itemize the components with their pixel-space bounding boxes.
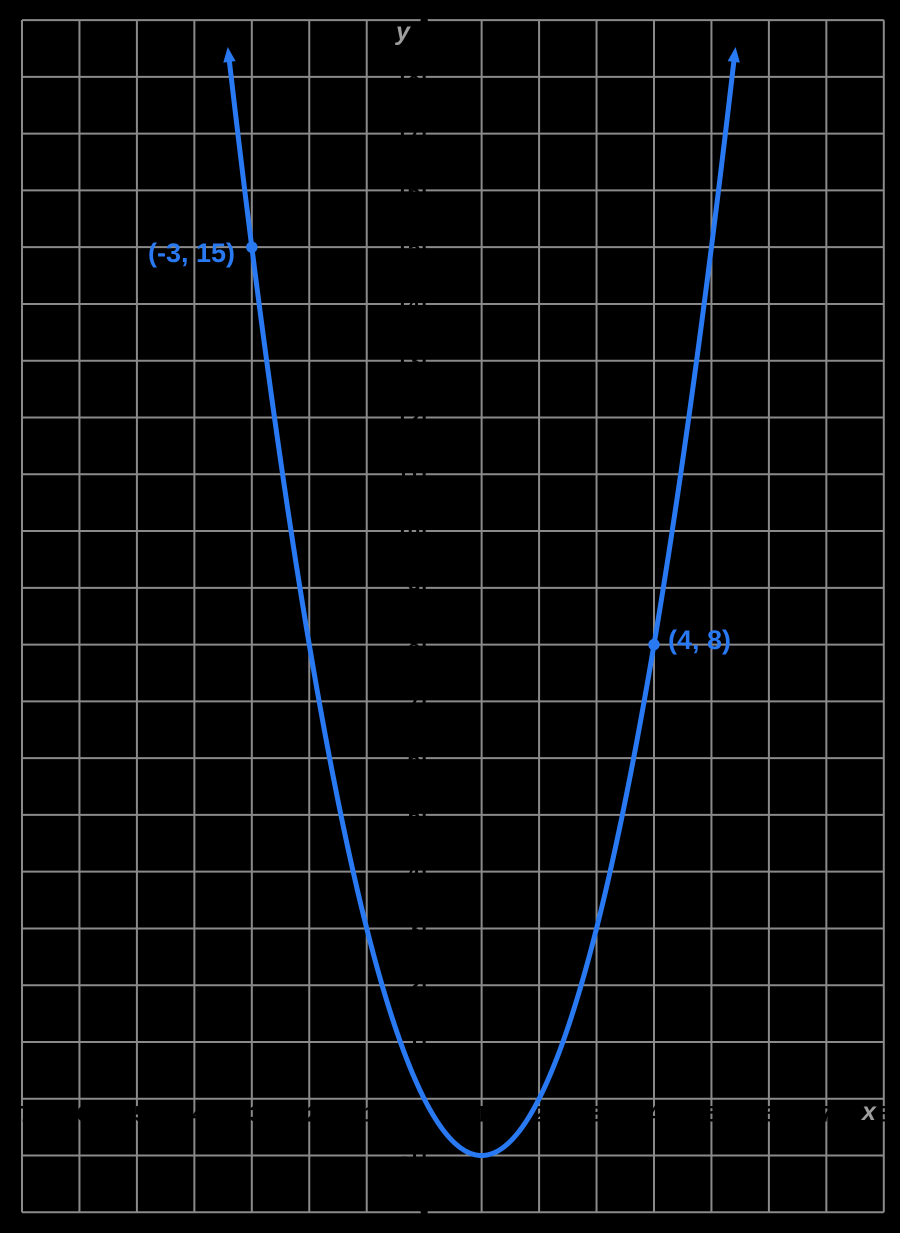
grid-lines bbox=[21, 19, 885, 1214]
y-axis-label: y bbox=[394, 18, 411, 46]
hidden-y-axis bbox=[418, 7, 431, 1225]
data-point-dot bbox=[648, 638, 660, 651]
hidden-y-tick-label: 10 bbox=[396, 519, 420, 544]
hidden-y-tick-label: 15 bbox=[396, 235, 420, 260]
hidden-y-axis-arrowhead-top bbox=[418, 7, 431, 29]
data-point-dot bbox=[246, 241, 258, 253]
curve-arrowhead bbox=[223, 47, 236, 63]
hidden-tick-labels: -7 -6 -5 -4 -3 -2 -1 1 2 3 4 5 6 7 8-11234567891011121… bbox=[12, 65, 890, 1169]
hidden-y-tick-label: 17 bbox=[396, 122, 420, 147]
hidden-x-tick-label: 8 bbox=[878, 1101, 890, 1126]
hidden-y-tick-label: 11 bbox=[397, 462, 420, 487]
hidden-x-tick-label: 4 bbox=[648, 1101, 661, 1126]
hidden-y-tick-label: 3 bbox=[408, 916, 420, 941]
data-point-dots bbox=[246, 241, 660, 651]
hidden-x-tick-label: 5 bbox=[705, 1101, 717, 1126]
hidden-y-tick-label: 12 bbox=[396, 406, 420, 431]
hidden-x-tick-label: -1 bbox=[357, 1101, 377, 1126]
hidden-x-tick-label: 6 bbox=[763, 1101, 775, 1126]
hidden-y-tick-label: 8 bbox=[408, 633, 420, 658]
hidden-y-tick-label: 18 bbox=[396, 65, 420, 90]
hidden-y-tick-label: 13 bbox=[396, 349, 420, 374]
hidden-y-tick-label: 9 bbox=[408, 576, 420, 601]
point-label-neg3-15: (-3, 15) bbox=[148, 238, 235, 268]
hidden-x-tick-label: 3 bbox=[590, 1101, 602, 1126]
hidden-y-tick-label: 16 bbox=[396, 178, 420, 203]
hidden-x-tick-label: -7 bbox=[12, 1101, 32, 1126]
hidden-x-tick-label: -6 bbox=[70, 1101, 90, 1126]
hidden-y-tick-label: 6 bbox=[408, 746, 420, 771]
curve-arrowhead bbox=[727, 47, 740, 63]
hidden-x-tick-label: -3 bbox=[242, 1101, 262, 1126]
parabola-path bbox=[226, 57, 737, 1159]
hidden-y-tick-label: 1 bbox=[408, 1030, 420, 1055]
hidden-x-tick-label: -2 bbox=[299, 1101, 319, 1126]
hidden-y-tick-label: 14 bbox=[396, 292, 421, 317]
hidden-y-tick-label: 5 bbox=[408, 803, 420, 828]
hidden-x-tick-label: -4 bbox=[185, 1101, 205, 1126]
hidden-y-tick-label: 7 bbox=[408, 689, 420, 714]
hidden-x-tick-label: 7 bbox=[820, 1101, 832, 1126]
hidden-x-tick-label: 1 bbox=[476, 1101, 488, 1126]
point-label-4-8: (4, 8) bbox=[668, 625, 731, 655]
hidden-y-axis-arrowhead-bottom bbox=[418, 1203, 431, 1225]
hidden-y-tick-label: 4 bbox=[408, 860, 421, 885]
x-axis-label: x bbox=[860, 1098, 877, 1126]
hidden-y-tick-label: -1 bbox=[401, 1144, 421, 1169]
parabola-curve bbox=[223, 47, 740, 1159]
hidden-x-tick-label: -5 bbox=[127, 1101, 147, 1126]
hidden-y-tick-label: 2 bbox=[408, 973, 420, 998]
